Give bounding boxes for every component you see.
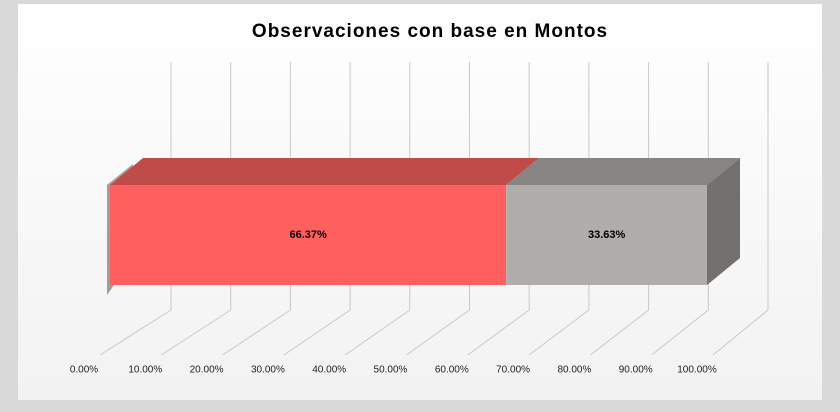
x-tick-label: 20.00%: [190, 365, 224, 376]
chart-title: Observaciones con base en Montos: [252, 21, 608, 42]
x-tick-label: 90.00%: [619, 365, 653, 376]
x-tick-label: 70.00%: [496, 365, 530, 376]
floor-line: [467, 309, 530, 356]
floor-line: [712, 309, 769, 356]
bar-segment: [110, 185, 507, 285]
x-tick-label: 100.00%: [677, 365, 717, 376]
data-label: 66.37%: [289, 229, 327, 241]
floor-line: [528, 309, 590, 356]
floor-line: [590, 309, 649, 356]
data-label: 33.63%: [588, 229, 626, 241]
x-tick-label: 50.00%: [374, 365, 408, 376]
floor-line: [344, 309, 411, 356]
floor-line: [99, 309, 172, 356]
floor-line: [222, 309, 291, 356]
x-tick-label: 80.00%: [557, 365, 591, 376]
x-tick-label: 60.00%: [435, 365, 469, 376]
x-tick-label: 30.00%: [251, 365, 285, 376]
floor-line: [651, 309, 709, 356]
bar-segment: [506, 185, 707, 285]
floor-line: [161, 309, 231, 356]
bar-segment-side: [707, 158, 740, 285]
floor-line: [406, 309, 470, 356]
x-tick-label: 0.00%: [70, 365, 98, 376]
bar-segment-top: [506, 158, 740, 185]
x-tick-label: 40.00%: [312, 365, 346, 376]
floor-line: [283, 309, 351, 356]
x-tick-label: 10.00%: [128, 365, 162, 376]
bar-segment-top: [110, 158, 540, 185]
